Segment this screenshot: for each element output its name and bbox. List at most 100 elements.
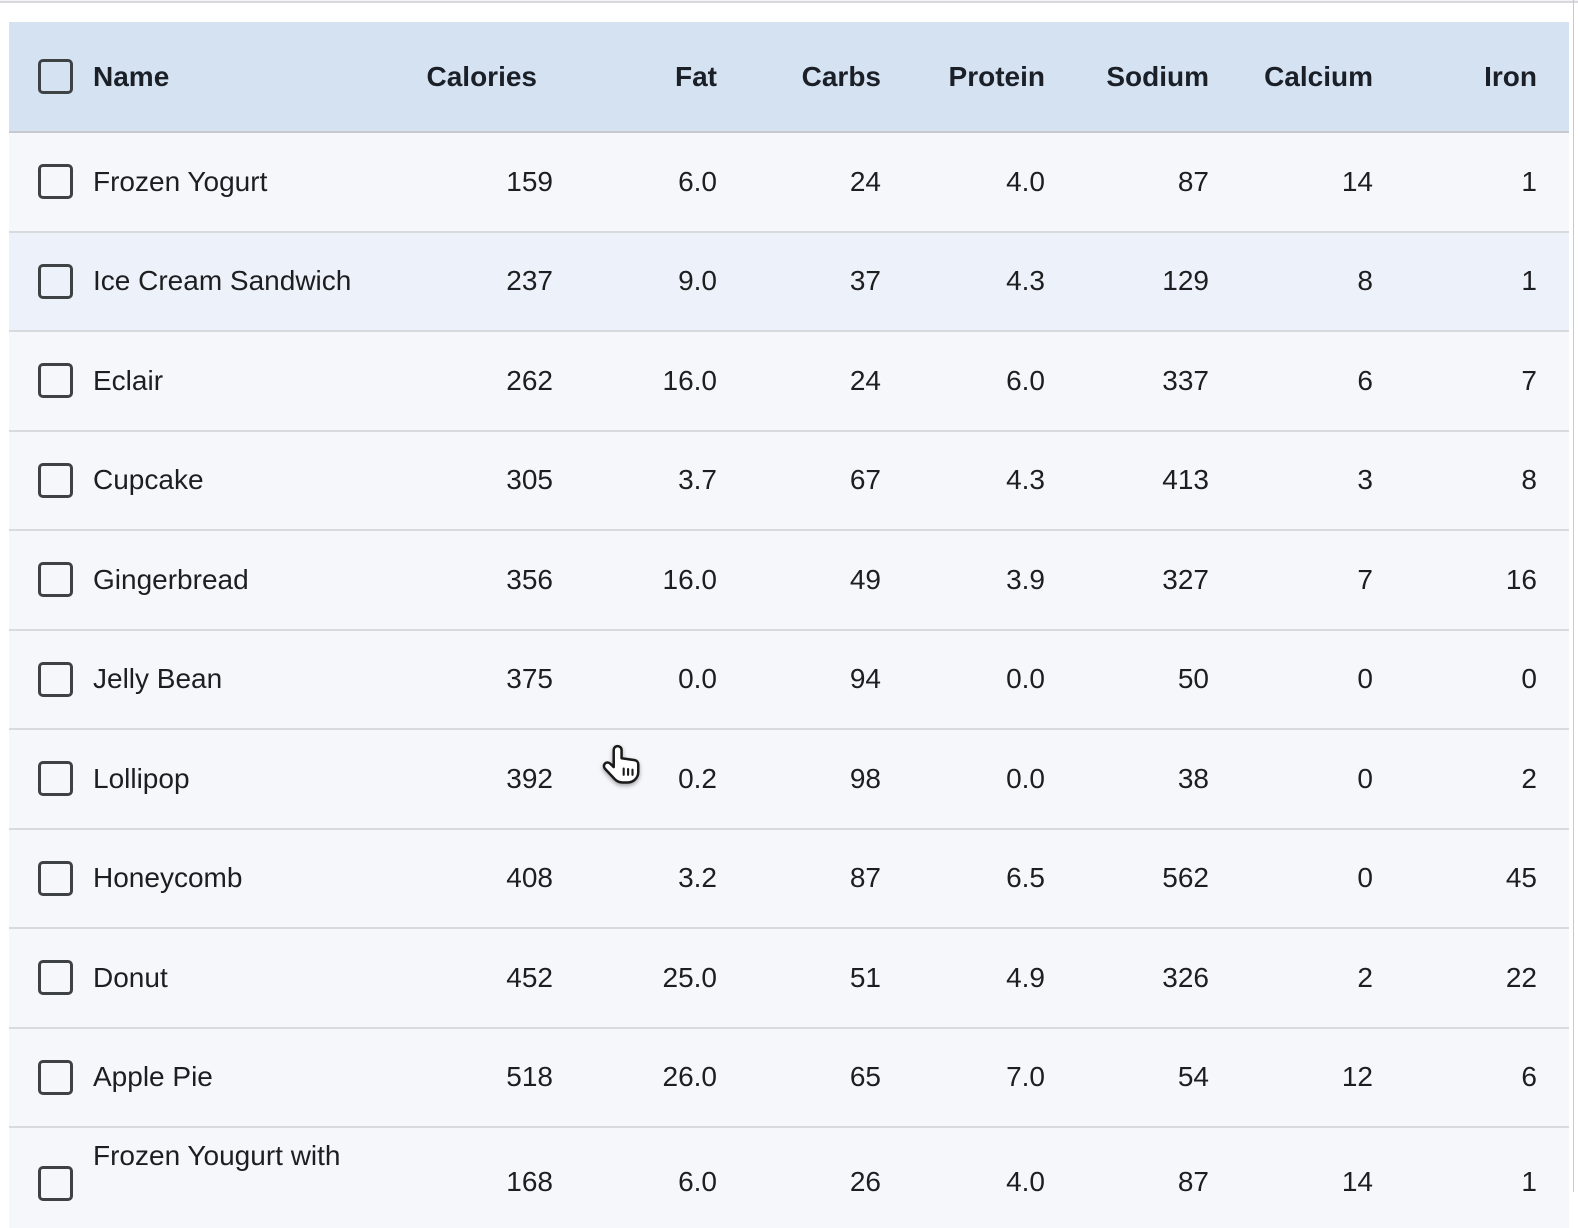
cell-calories: 375 [506,663,553,695]
cell-carbs: 24 [849,165,881,197]
cell-calcium: 2 [1357,961,1373,993]
cell-iron: 22 [1505,961,1537,993]
table-row[interactable]: Frozen Yougurt with 168 6.0 26 4.0 87 14… [9,1128,1569,1228]
cell-fat: 26.0 [662,1061,718,1093]
column-header-protein[interactable]: Protein [948,60,1045,92]
cell-carbs: 65 [849,1061,881,1093]
cell-calcium: 6 [1357,364,1373,396]
column-header-carbs[interactable]: Carbs [801,60,881,92]
cell-protein: 0.0 [1006,663,1045,695]
cell-carbs: 67 [849,464,881,496]
cell-fat: 0.2 [678,762,717,794]
cell-name: Gingerbread [93,563,249,595]
select-all-checkbox[interactable] [38,59,73,94]
cell-sodium: 54 [1177,1061,1209,1093]
window-edge-line [1573,0,1574,1192]
cell-sodium: 50 [1177,663,1209,695]
cell-calcium: 3 [1357,464,1373,496]
table-body: Frozen Yogurt 159 6.0 24 4.0 87 14 1 Ice… [9,133,1569,1228]
table-row[interactable]: Frozen Yogurt 159 6.0 24 4.0 87 14 1 [9,133,1569,233]
cell-fat: 6.0 [678,165,717,197]
column-header-name[interactable]: Name [93,60,170,92]
table-row[interactable]: Donut 452 25.0 51 4.9 326 2 22 [9,929,1569,1029]
cell-carbs: 49 [849,563,881,595]
cell-calories: 356 [506,563,553,595]
cell-calcium: 12 [1341,1061,1373,1093]
cell-carbs: 37 [849,265,881,297]
cell-sodium: 337 [1162,364,1209,396]
cell-protein: 0.0 [1006,762,1045,794]
column-header-fat[interactable]: Fat [675,60,717,92]
cell-calcium: 7 [1357,563,1373,595]
row-checkbox-cell [9,960,93,996]
cell-calcium: 0 [1357,862,1373,894]
column-header-calcium[interactable]: Calcium [1264,60,1373,92]
row-checkbox[interactable] [38,1166,73,1201]
cell-calcium: 0 [1357,762,1373,794]
row-checkbox[interactable] [38,562,73,598]
cell-fat: 3.2 [678,862,717,894]
row-checkbox[interactable] [38,363,73,399]
column-header-calories[interactable]: Calories [426,60,538,92]
row-checkbox[interactable] [38,860,73,896]
row-checkbox[interactable] [38,1059,73,1095]
header-checkbox-cell [9,59,93,94]
table-row[interactable]: Apple Pie 518 26.0 65 7.0 54 12 6 [9,1028,1569,1128]
cell-carbs: 87 [849,862,881,894]
table-row[interactable]: Gingerbread 356 16.0 49 3.9 327 7 16 [9,531,1569,631]
table-row[interactable]: Honeycomb 408 3.2 87 6.5 562 0 45 [9,829,1569,929]
cell-sodium: 87 [1177,1166,1209,1197]
table-row[interactable]: Eclair 262 16.0 24 6.0 337 6 7 [9,332,1569,432]
table-row[interactable]: Lollipop 392 0.2 98 0.0 38 0 2 [9,730,1569,830]
cell-protein: 3.9 [1006,563,1045,595]
row-checkbox[interactable] [38,661,73,697]
cell-carbs: 51 [849,961,881,993]
cell-fat: 0.0 [678,663,717,695]
row-checkbox-cell [9,1128,93,1201]
cell-carbs: 26 [849,1166,881,1197]
cell-calcium: 14 [1341,1166,1373,1197]
table-row[interactable]: Jelly Bean 375 0.0 94 0.0 50 0 0 [9,630,1569,730]
column-header-sodium[interactable]: Sodium [1106,60,1209,92]
cell-fat: 16.0 [662,364,718,396]
cell-calories: 452 [506,961,553,993]
table-row[interactable]: Cupcake 305 3.7 67 4.3 413 3 8 [9,431,1569,531]
cell-protein: 6.0 [1006,364,1045,396]
row-checkbox[interactable] [38,960,73,996]
cell-sodium: 327 [1162,563,1209,595]
cell-iron: 1 [1521,1166,1537,1197]
cell-protein: 4.0 [1006,165,1045,197]
cell-name: Lollipop [93,762,190,794]
cell-iron: 6 [1521,1061,1537,1093]
cell-name: Eclair [93,364,164,396]
table-row[interactable]: Ice Cream Sandwich 237 9.0 37 4.3 129 8 … [9,232,1569,332]
cell-protein: 4.3 [1006,464,1045,496]
cell-calories: 159 [506,165,553,197]
column-header-iron[interactable]: Iron [1484,60,1537,92]
cell-protein: 6.5 [1006,862,1045,894]
cell-protein: 7.0 [1006,1061,1045,1093]
cell-calories: 518 [506,1061,553,1093]
row-checkbox-cell [9,1059,93,1095]
row-checkbox[interactable] [38,263,73,299]
cell-fat: 25.0 [662,961,718,993]
row-checkbox[interactable] [38,761,73,797]
row-checkbox[interactable] [38,462,73,498]
cell-name: Frozen Yougurt with [93,1140,341,1171]
cell-calcium: 8 [1357,265,1373,297]
cell-protein: 4.9 [1006,961,1045,993]
cell-sodium: 87 [1177,165,1209,197]
cell-carbs: 98 [849,762,881,794]
row-checkbox-cell [9,462,93,498]
cell-sodium: 413 [1162,464,1209,496]
row-checkbox[interactable] [38,164,73,200]
row-checkbox-cell [9,860,93,896]
cell-carbs: 94 [849,663,881,695]
cell-calories: 392 [506,762,553,794]
cell-name: Cupcake [93,464,204,496]
cell-iron: 1 [1521,265,1537,297]
cell-calcium: 14 [1341,165,1373,197]
cell-iron: 16 [1505,563,1537,595]
cell-calories: 237 [506,265,553,297]
cell-fat: 9.0 [678,265,717,297]
